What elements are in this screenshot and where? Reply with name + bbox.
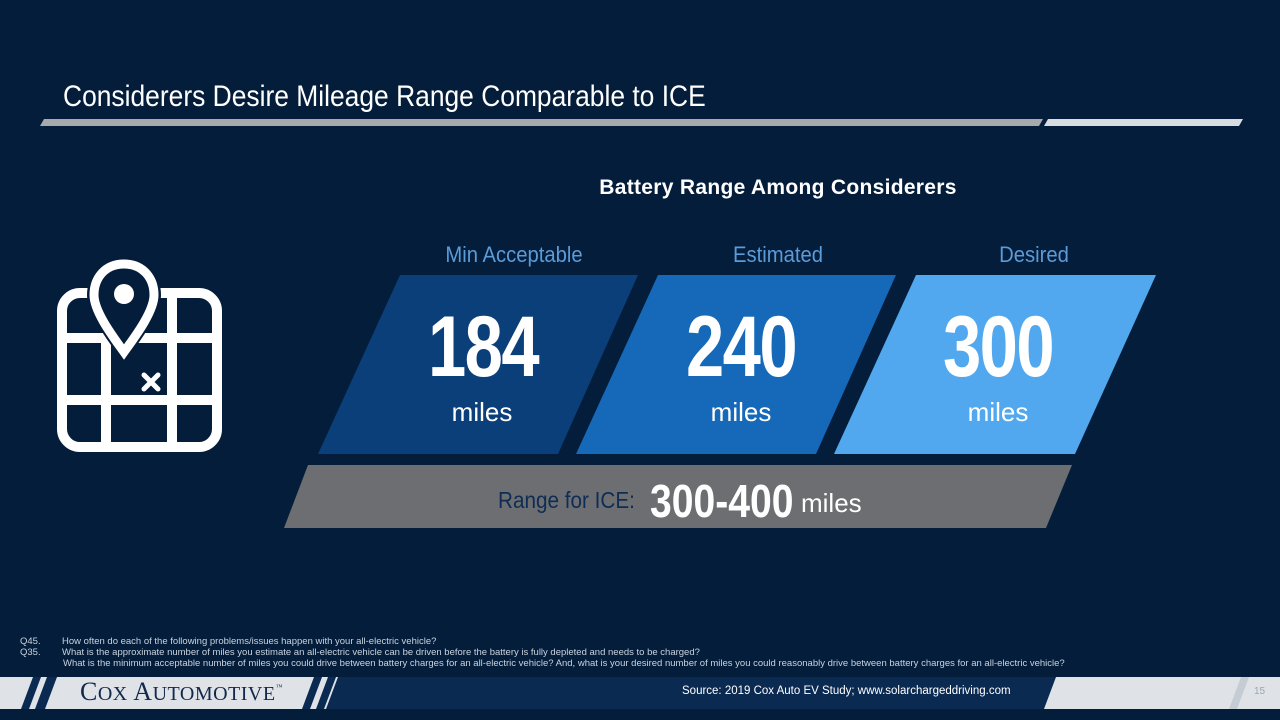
note-text: What is the approximate number of miles … <box>62 647 700 658</box>
ice-range-label: Range for ICE: <box>498 487 635 513</box>
label-desired: Desired <box>999 242 1069 267</box>
value-min-acceptable: 184 <box>428 299 540 395</box>
label-estimated: Estimated <box>732 242 823 267</box>
title-underline-accent <box>1044 119 1243 126</box>
unit-min-acceptable: miles <box>451 397 513 427</box>
footer-slash-2 <box>35 677 57 709</box>
label-min-acceptable: Min Acceptable <box>445 242 583 267</box>
ice-range-band <box>284 465 1072 528</box>
page-number: 15 <box>1254 686 1266 697</box>
note-text: How often do each of the following probl… <box>62 636 437 647</box>
map-pin-marker <box>87 257 161 362</box>
source-citation: Source: 2019 Cox Auto EV Study; www.sola… <box>682 685 1011 697</box>
page-title: Considerers Desire Mileage Range Compara… <box>63 80 706 113</box>
unit-estimated: miles <box>710 397 772 427</box>
x-mark <box>141 372 161 392</box>
note-row: Q45. How often do each of the following p… <box>20 636 1065 647</box>
question-notes: Q45. How often do each of the following p… <box>20 636 1065 669</box>
unit-desired: miles <box>967 397 1029 427</box>
note-question-id: Q35. <box>20 647 41 658</box>
ice-range-value: 300-400 <box>650 475 794 527</box>
footer-slash-1 <box>21 677 41 709</box>
value-desired: 300 <box>943 299 1055 395</box>
cox-automotive-logo: COX AUTOMOTIVE™ <box>80 677 283 706</box>
note-question-id: Q45. <box>20 636 41 647</box>
note-text: What is the minimum acceptable number of… <box>63 658 1065 669</box>
chart-title: Battery Range Among Considerers <box>599 176 957 199</box>
note-row: Q35. What is the approximate number of mi… <box>20 647 1065 658</box>
value-estimated: 240 <box>686 299 798 395</box>
footer-slash-4 <box>316 677 336 709</box>
tile-estimated <box>576 275 896 454</box>
footer-slash-5 <box>1229 677 1249 709</box>
ice-range-unit: miles <box>801 488 862 518</box>
footer-source-band <box>326 677 1056 709</box>
note-row: What is the minimum acceptable number of… <box>20 658 1065 669</box>
title-underline <box>40 119 1043 126</box>
footer-slash-3 <box>302 677 322 709</box>
tile-desired <box>834 275 1156 454</box>
tile-min-acceptable <box>318 275 638 454</box>
